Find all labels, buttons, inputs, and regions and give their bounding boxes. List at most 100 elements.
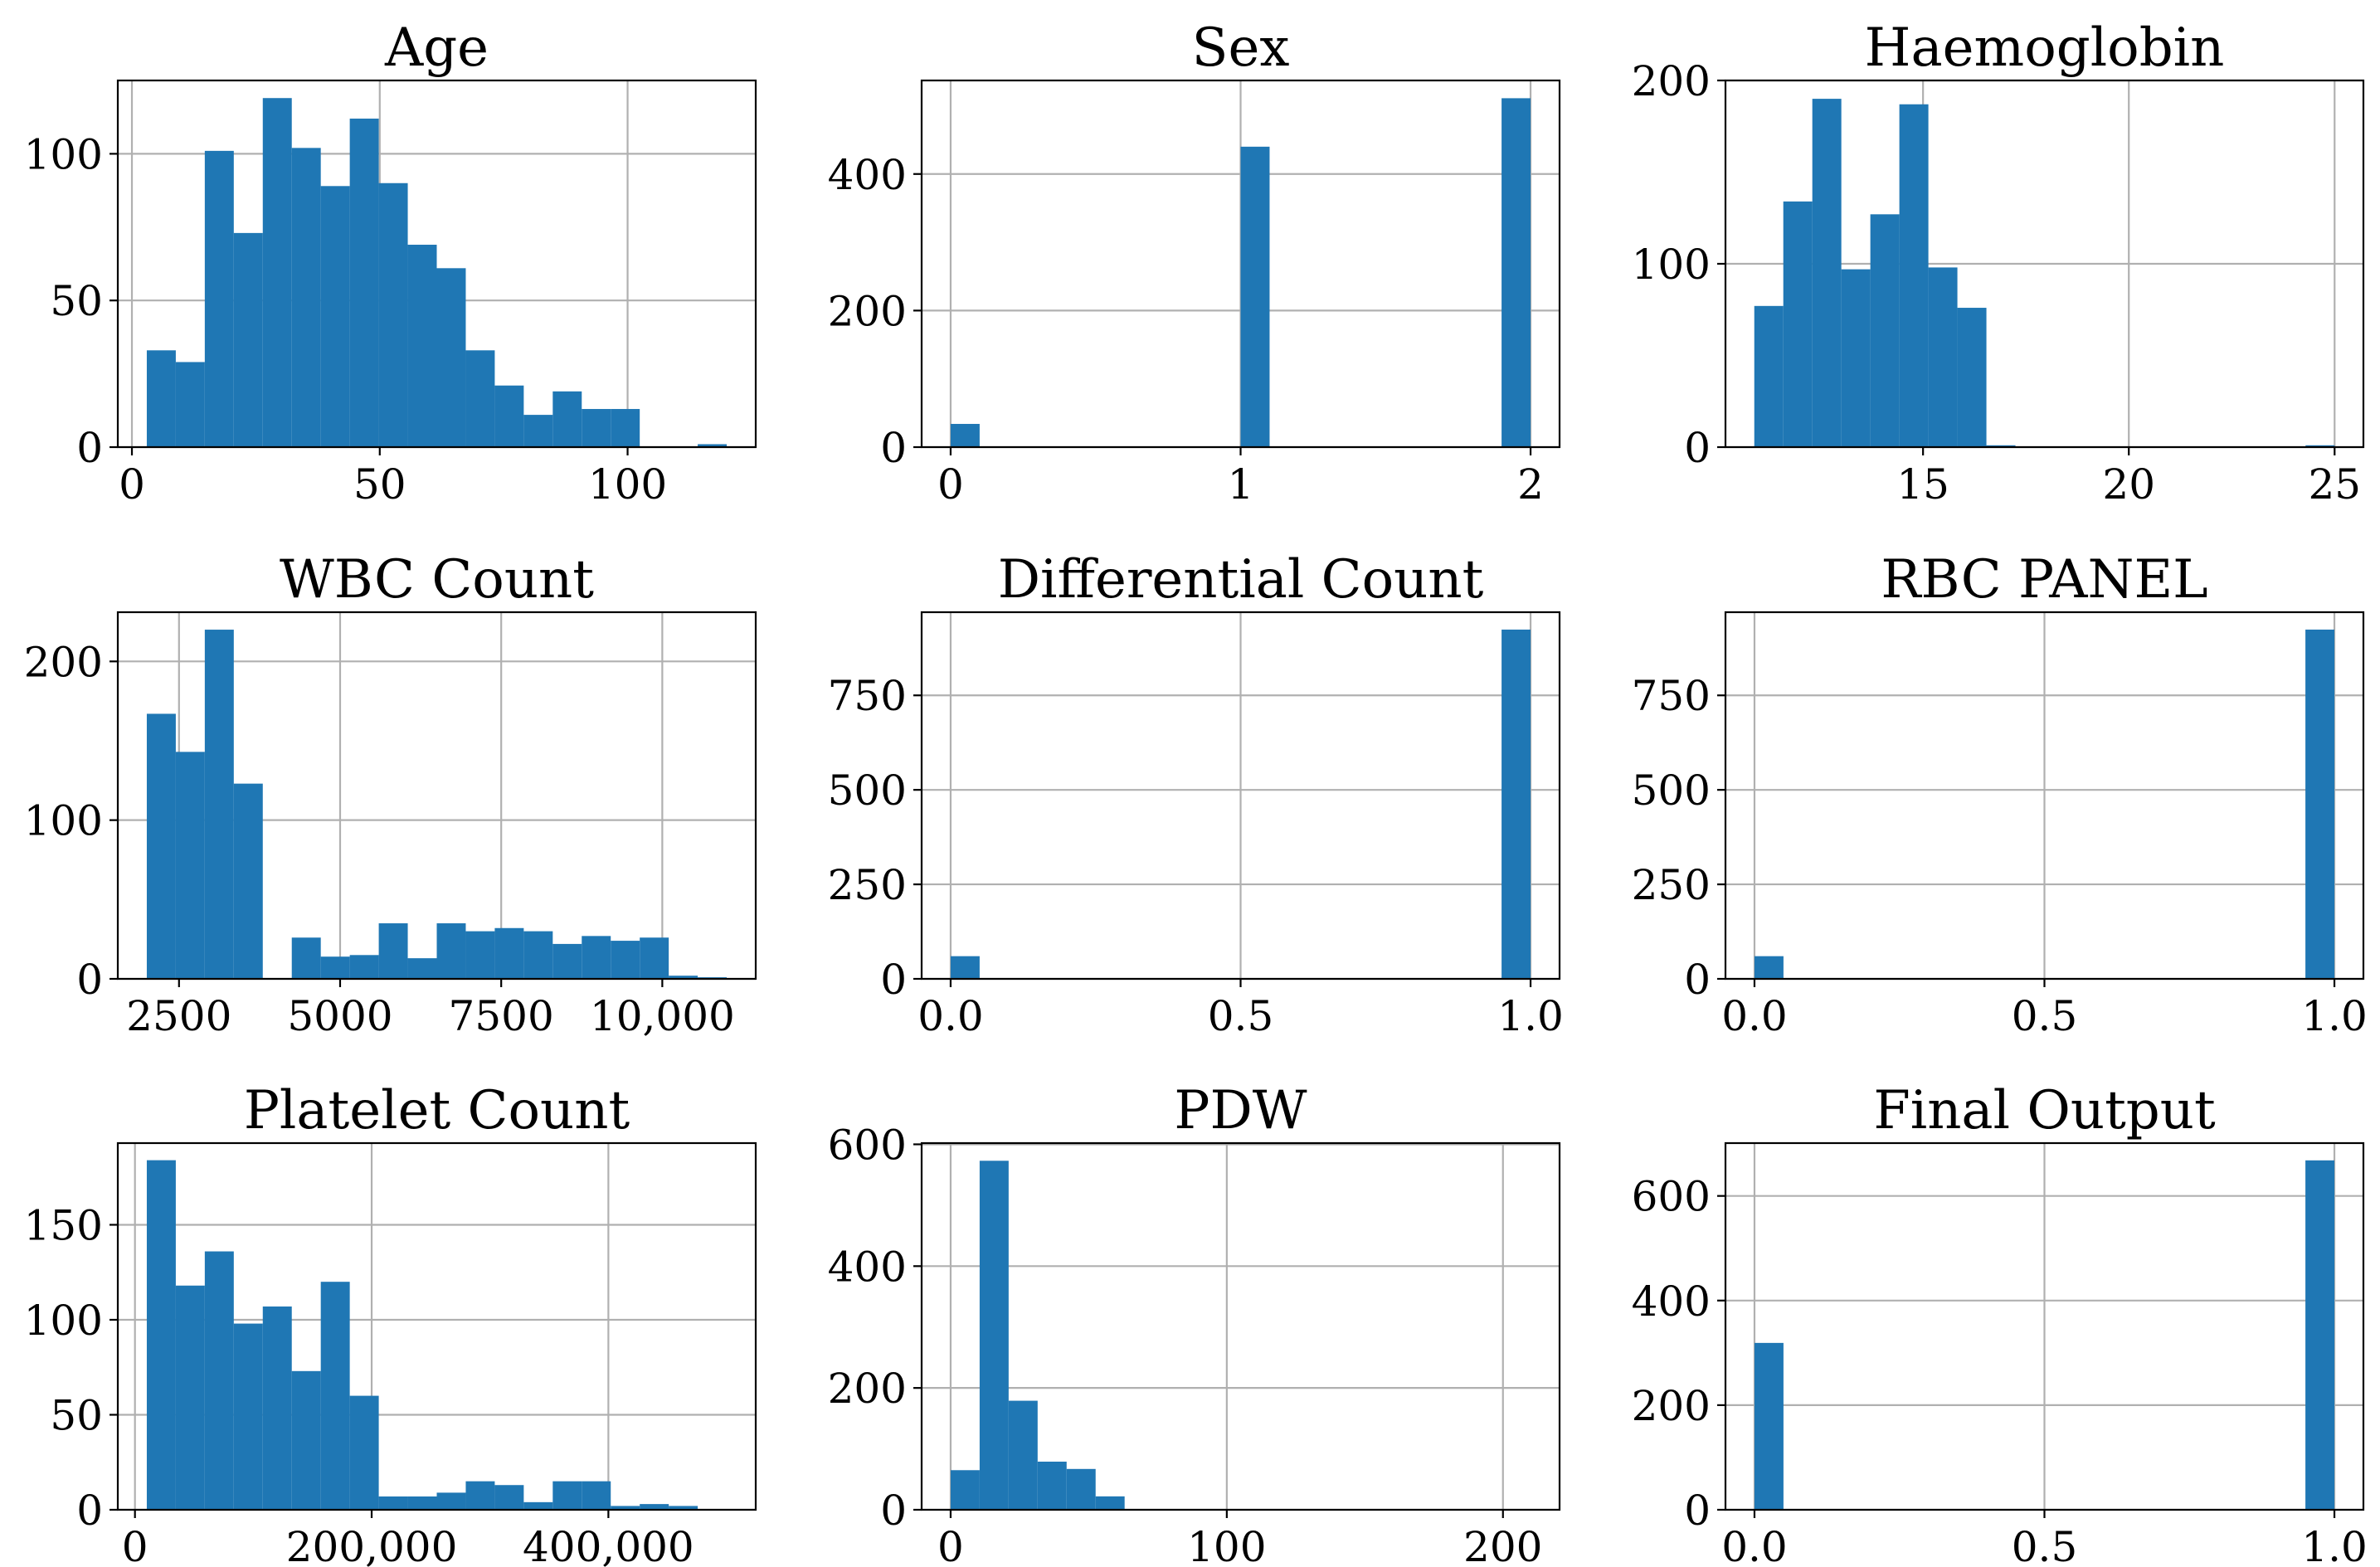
histogram-bar (378, 182, 408, 447)
histogram-bar (233, 232, 263, 447)
histogram-bar (407, 958, 437, 979)
histogram-bar (1928, 267, 1958, 447)
histogram-bar (950, 956, 980, 979)
histogram-bar (950, 1470, 980, 1510)
x-tick-label: 200,000 (286, 1523, 458, 1567)
histogram-bar (233, 783, 263, 979)
x-tick-label: 0 (122, 1523, 148, 1567)
axes-frame (116, 1141, 757, 1511)
x-tick-label: 100 (1187, 1523, 1266, 1567)
y-tick-label: 100 (24, 130, 103, 178)
y-tick-label: 500 (1632, 766, 1711, 815)
histogram-bar (1008, 1400, 1038, 1510)
histogram-bar (146, 1160, 176, 1510)
axes-frame (116, 611, 757, 981)
histogram-bar (233, 1323, 263, 1510)
histogram-bar (1812, 99, 1842, 447)
y-tick-label: 250 (828, 861, 907, 909)
y-tick-label: 0 (880, 956, 907, 1004)
histogram-bar (175, 362, 205, 447)
y-tick-label: 200 (24, 638, 103, 686)
histogram-bar (552, 943, 582, 979)
y-tick-label: 200 (828, 287, 907, 335)
histogram-bar (523, 1501, 553, 1510)
histogram-bar (291, 937, 321, 979)
histogram-bar (175, 1285, 205, 1510)
y-tick-label: 600 (828, 1121, 907, 1169)
y-tick-label: 100 (24, 1297, 103, 1345)
histogram-bar (640, 937, 669, 979)
x-tick-label: 200 (1463, 1523, 1542, 1567)
final-output-title: Final Output (1873, 1080, 2216, 1141)
wbc-count-title: WBC Count (280, 549, 594, 611)
histogram-bar (669, 976, 698, 979)
histogram-bar (552, 1481, 582, 1510)
histogram-bar (436, 268, 466, 447)
y-tick-label: 400 (1632, 1277, 1711, 1326)
histogram-bar (349, 955, 379, 979)
histogram-bar (582, 1481, 611, 1510)
histogram-bar (378, 1496, 408, 1510)
x-tick-label: 100 (588, 460, 667, 509)
histogram-bar (1870, 214, 1900, 447)
histogram-bar (611, 1506, 640, 1510)
histogram-bar (407, 245, 437, 447)
histogram-bar (436, 923, 466, 979)
histogram-bar (262, 98, 292, 447)
x-tick-label: 0.0 (917, 992, 984, 1040)
x-tick-label: 7500 (449, 992, 554, 1040)
y-tick-label: 100 (1632, 241, 1711, 289)
histogram-bar (1037, 1461, 1067, 1510)
histogram-bar (1899, 104, 1929, 447)
histogram-bar (1240, 146, 1270, 447)
y-tick-label: 400 (828, 1243, 907, 1291)
histogram-bar (640, 1504, 669, 1510)
histogram-bar (611, 409, 640, 447)
histogram-bar (1754, 956, 1784, 979)
y-tick-label: 0 (880, 424, 907, 472)
x-tick-label: 25 (2308, 460, 2361, 509)
histogram-bar (436, 1492, 466, 1510)
histogram-bar (204, 1251, 234, 1510)
histogram-bar (204, 630, 234, 979)
histogram-bar (950, 424, 980, 447)
histogram-bar (582, 409, 611, 447)
y-tick-label: 250 (1632, 861, 1711, 909)
y-tick-label: 400 (828, 151, 907, 199)
y-tick-label: 0 (880, 1487, 907, 1535)
histogram-bar (494, 927, 524, 979)
axes-frame (920, 1141, 1561, 1511)
histogram-bar (320, 1282, 350, 1510)
histogram-bar (175, 752, 205, 979)
histogram-bar (979, 1161, 1009, 1510)
histogram-bar (320, 186, 350, 447)
rbc-panel-title: RBC PANEL (1881, 549, 2207, 611)
histogram-bar (523, 415, 553, 447)
y-tick-label: 150 (24, 1201, 103, 1249)
x-tick-label: 0.0 (1721, 1523, 1788, 1567)
histogram-bar (669, 1506, 698, 1510)
histogram-bar (349, 118, 379, 447)
y-tick-label: 50 (50, 277, 103, 325)
platelet-count-subplot: 0 200,000 400,000 0 50 100 150 Platelet Count (24, 1080, 757, 1567)
y-tick-label: 500 (828, 766, 907, 815)
histogram-bar (2305, 445, 2335, 447)
y-tick-label: 750 (828, 672, 907, 720)
histogram-bar (1066, 1468, 1096, 1510)
histogram-bar (465, 1481, 495, 1510)
x-tick-label: 1.0 (2301, 992, 2368, 1040)
histogram-bar (494, 385, 524, 447)
y-tick-label: 0 (76, 1487, 103, 1535)
differential-count-subplot: 0.0 0.5 1.0 0 250 500 750 Differential Count (828, 549, 1564, 1040)
x-tick-label: 50 (353, 460, 406, 509)
y-tick-label: 200 (828, 1365, 907, 1413)
histogram-bar (552, 391, 582, 447)
x-tick-label: 2500 (126, 992, 231, 1040)
y-tick-label: 600 (1632, 1173, 1711, 1221)
histogram-bar (407, 1496, 437, 1510)
x-tick-label: 1.0 (2301, 1523, 2368, 1567)
histogram-bar (1501, 98, 1531, 447)
pdw-subplot: 0 100 200 0 200 400 600 PDW (828, 1080, 1561, 1567)
platelet-count-title: Platelet Count (244, 1080, 630, 1141)
